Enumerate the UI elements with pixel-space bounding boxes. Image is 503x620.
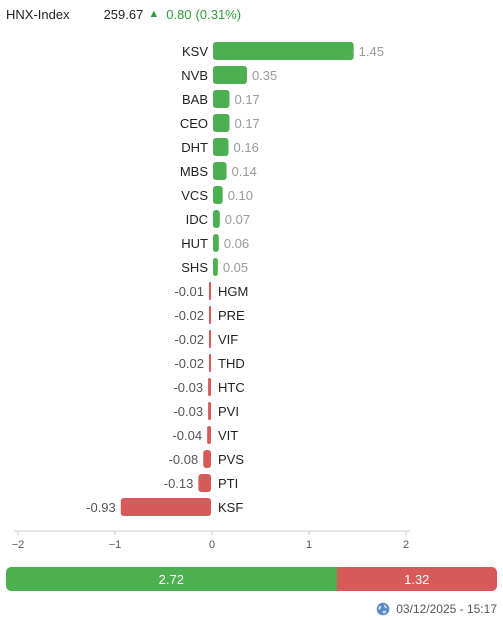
bar-hut <box>213 234 219 252</box>
bar-vcs <box>213 186 223 204</box>
bar-value-nvb: 0.35 <box>252 68 277 83</box>
bar-label-pti: PTI <box>218 476 238 491</box>
x-tick-label-4: 2 <box>403 539 409 551</box>
bar-label-pvs: PVS <box>218 452 244 467</box>
bar-label-thd: THD <box>218 356 245 371</box>
bar-thd <box>209 354 211 372</box>
positive-total-segment: 2.72 <box>6 567 337 591</box>
bar-nvb <box>213 66 247 84</box>
bar-vit <box>207 426 211 444</box>
bar-label-mbs: MBS <box>180 164 209 179</box>
bar-label-bab: BAB <box>182 92 208 107</box>
bar-label-nvb: NVB <box>181 68 208 83</box>
bar-value-ksf: -0.93 <box>86 500 116 515</box>
bar-value-dht: 0.16 <box>234 140 259 155</box>
index-header: HNX-Index 259.67 ▲ 0.80 (0.31%) <box>6 4 241 24</box>
bar-label-vit: VIT <box>218 428 238 443</box>
contribution-bar-chart: KSV 1.45 NVB 0.35 BAB 0.17 CEO 0.17 DHT 0.16 MBS 0.… <box>12 42 410 551</box>
bar-label-pre: PRE <box>218 308 245 323</box>
bar-value-pre: -0.02 <box>174 308 204 323</box>
bar-ceo <box>213 114 230 132</box>
bar-label-shs: SHS <box>181 260 208 275</box>
bar-label-hut: HUT <box>181 236 208 251</box>
bar-label-ceo: CEO <box>180 116 208 131</box>
bar-label-vcs: VCS <box>181 188 208 203</box>
bar-value-thd: -0.02 <box>174 356 204 371</box>
globe-icon <box>376 602 390 616</box>
bar-bab <box>213 90 230 108</box>
up-triangle-icon: ▲ <box>148 8 160 20</box>
x-tick-label-3: 1 <box>306 539 312 551</box>
bar-mbs <box>213 162 227 180</box>
bar-label-ksv: KSV <box>182 44 208 59</box>
index-change: 0.80 <box>166 6 192 22</box>
bar-ksv <box>213 42 354 60</box>
bar-pre <box>209 306 211 324</box>
bar-value-vif: -0.02 <box>174 332 204 347</box>
bar-label-dht: DHT <box>181 140 208 155</box>
update-timestamp: 03/12/2025 - 15:17 <box>396 602 497 616</box>
bar-vif <box>209 330 211 348</box>
breadth-summary-bar: 2.72 1.32 <box>6 567 497 591</box>
bar-value-pti: -0.13 <box>164 476 194 491</box>
bar-value-bab: 0.17 <box>234 92 259 107</box>
bar-label-htc: HTC <box>218 380 245 395</box>
bar-label-hgm: HGM <box>218 284 248 299</box>
bar-value-shs: 0.05 <box>223 260 248 275</box>
bar-dht <box>213 138 229 156</box>
bar-hgm <box>209 282 211 300</box>
bar-ksf <box>120 498 211 516</box>
bar-value-vcs: 0.10 <box>228 188 253 203</box>
bar-idc <box>213 210 220 228</box>
bar-value-vit: -0.04 <box>172 428 202 443</box>
bar-value-pvs: -0.08 <box>169 452 199 467</box>
bar-value-hgm: -0.01 <box>174 284 204 299</box>
x-tick-label-2: 0 <box>209 539 215 551</box>
bar-label-ksf: KSF <box>218 500 243 515</box>
bar-pvi <box>208 402 211 420</box>
bar-htc <box>208 378 211 396</box>
bar-value-idc: 0.07 <box>225 212 250 227</box>
bar-value-mbs: 0.14 <box>232 164 257 179</box>
bar-value-ksv: 1.45 <box>359 44 384 59</box>
bar-value-htc: -0.03 <box>173 380 203 395</box>
index-value: 259.67 <box>103 6 144 22</box>
negative-total-segment: 1.32 <box>336 567 497 591</box>
bar-pvs <box>203 450 211 468</box>
positive-total-label: 2.72 <box>158 571 184 587</box>
bar-value-hut: 0.06 <box>224 236 249 251</box>
bar-value-pvi: -0.03 <box>173 404 203 419</box>
x-tick-label-0: −2 <box>12 539 25 551</box>
index-name: HNX-Index <box>6 6 70 22</box>
bar-shs <box>213 258 218 276</box>
footer: 03/12/2025 - 15:17 <box>376 599 497 619</box>
bar-label-pvi: PVI <box>218 404 239 419</box>
index-change-percent: (0.31%) <box>195 6 242 22</box>
bar-label-vif: VIF <box>218 332 238 347</box>
x-tick-label-1: −1 <box>109 539 122 551</box>
bar-pti <box>198 474 211 492</box>
bar-value-ceo: 0.17 <box>234 116 259 131</box>
negative-total-label: 1.32 <box>404 571 430 587</box>
bar-label-idc: IDC <box>186 212 208 227</box>
